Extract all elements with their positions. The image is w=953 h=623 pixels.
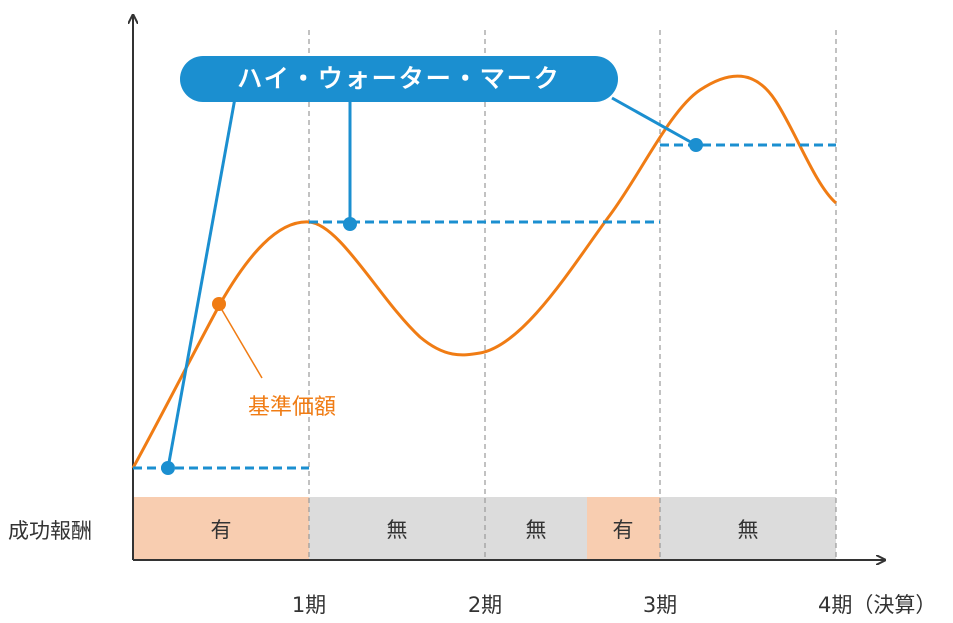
fee-cell-label: 有: [613, 518, 634, 542]
period-label: 3期: [643, 593, 677, 617]
title-text: ハイ・ウォーター・マーク: [237, 64, 561, 93]
reference-price-leader: [221, 309, 263, 379]
period-label: 2期: [468, 593, 502, 617]
fee-cell-label: 無: [526, 518, 547, 542]
high-water-mark-dot: [689, 138, 703, 152]
callout-leader: [166, 97, 237, 469]
fee-cell-none: [309, 497, 485, 560]
success-fee-label: 成功報酬: [8, 519, 92, 543]
callout-leader: [611, 96, 697, 147]
fee-cell-label: 有: [211, 518, 232, 542]
title-banner: [180, 56, 618, 102]
period-dividers: [308, 30, 837, 560]
period-label: 4期（決算）: [818, 593, 936, 617]
high-water-mark-dot: [343, 217, 357, 231]
fee-cell-has: [587, 497, 660, 560]
fee-cell-none: [660, 497, 836, 560]
period-label: 1期: [292, 593, 326, 617]
fee-cell-none: [485, 497, 587, 560]
fee-cell-has: [133, 497, 309, 560]
reference-price-dot: [212, 297, 226, 311]
reference-price-label: 基準価額: [248, 395, 336, 420]
fee-cell-label: 無: [387, 518, 408, 542]
fee-cell-label: 無: [738, 518, 759, 542]
high-water-mark-dot: [161, 461, 175, 475]
success-fee-row: 有 無 無 有 無: [133, 497, 836, 560]
reference-price-curve: [131, 74, 837, 469]
